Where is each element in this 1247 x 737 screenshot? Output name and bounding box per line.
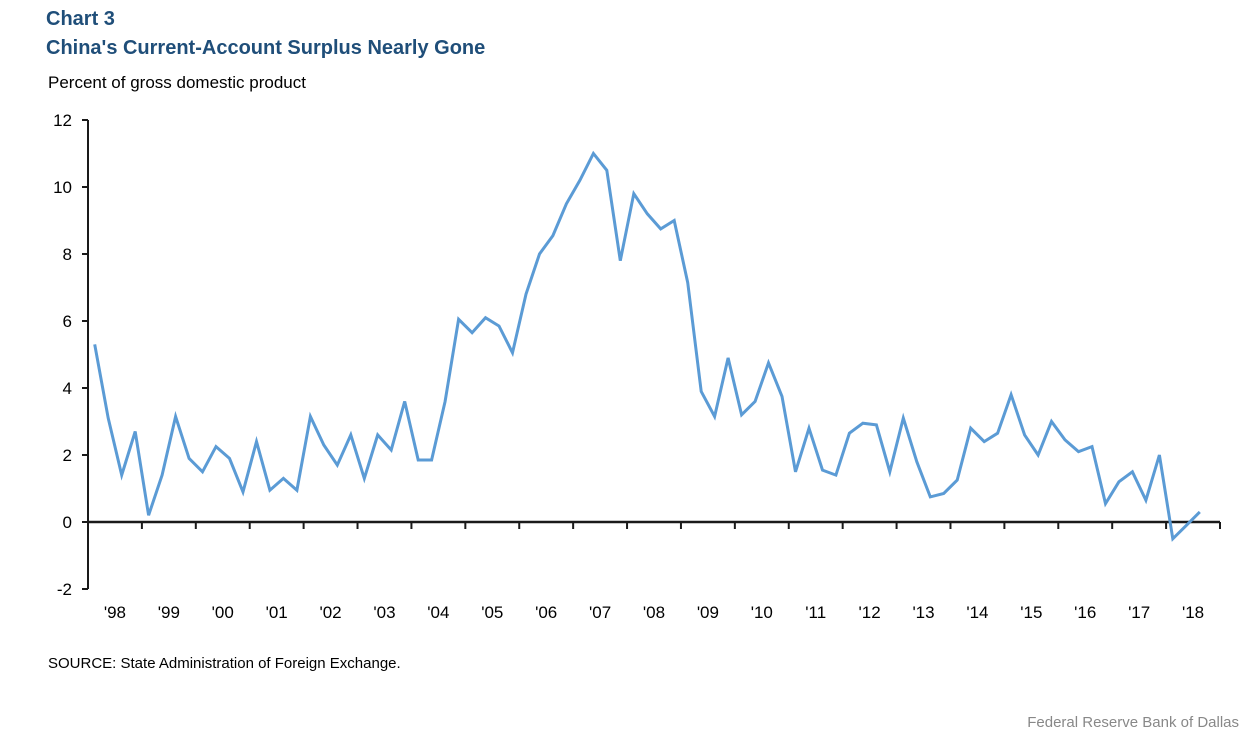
x-tick-label: '15: [1020, 603, 1042, 622]
x-tick-label: '00: [212, 603, 234, 622]
y-tick-label: 0: [63, 513, 72, 532]
x-tick-label: '06: [535, 603, 557, 622]
y-tick-label: 4: [63, 379, 72, 398]
x-axis: '98 '99 '00 '01 '02 '03 '04 '05 '06 '07 '08 '09 '10 '…: [87, 520, 1221, 622]
x-tick-label: '02: [319, 603, 341, 622]
x-tick-label: '18: [1182, 603, 1204, 622]
x-tick-label: '12: [859, 603, 881, 622]
x-tick-label: '98: [104, 603, 126, 622]
x-tick-label: '05: [481, 603, 503, 622]
credit-label: Federal Reserve Bank of Dallas: [1027, 714, 1239, 731]
source-note: SOURCE: State Administration of Foreign …: [48, 655, 401, 672]
x-tick-label: '17: [1128, 603, 1150, 622]
y-tick-label: 10: [53, 178, 72, 197]
y-tick-label: 2: [63, 446, 72, 465]
x-tick-label: '99: [158, 603, 180, 622]
x-tick-label: '08: [643, 603, 665, 622]
y-axis: -2 0 2 4 6 8 10 12: [53, 111, 89, 599]
y-tick-label: -2: [57, 580, 72, 599]
chart-number: Chart 3: [46, 8, 115, 30]
x-tick-label: '14: [966, 603, 988, 622]
y-axis-units-label: Percent of gross domestic product: [48, 73, 306, 92]
x-tick-label: '16: [1074, 603, 1096, 622]
x-tick-label: '04: [427, 603, 449, 622]
x-tick-label: '07: [589, 603, 611, 622]
x-tick-label: '09: [697, 603, 719, 622]
y-tick-label: 12: [53, 111, 72, 130]
x-tick-label: '11: [805, 603, 826, 622]
y-tick-label: 6: [63, 312, 72, 331]
x-tick-label: '13: [912, 603, 934, 622]
x-tick-label: '10: [751, 603, 773, 622]
series-group: [93, 150, 1201, 542]
x-tick-label: '01: [266, 603, 288, 622]
series-line: [93, 150, 1201, 542]
y-tick-label: 8: [63, 245, 72, 264]
x-tick-label: '03: [373, 603, 395, 622]
chart-title: China's Current-Account Surplus Nearly G…: [46, 37, 486, 59]
